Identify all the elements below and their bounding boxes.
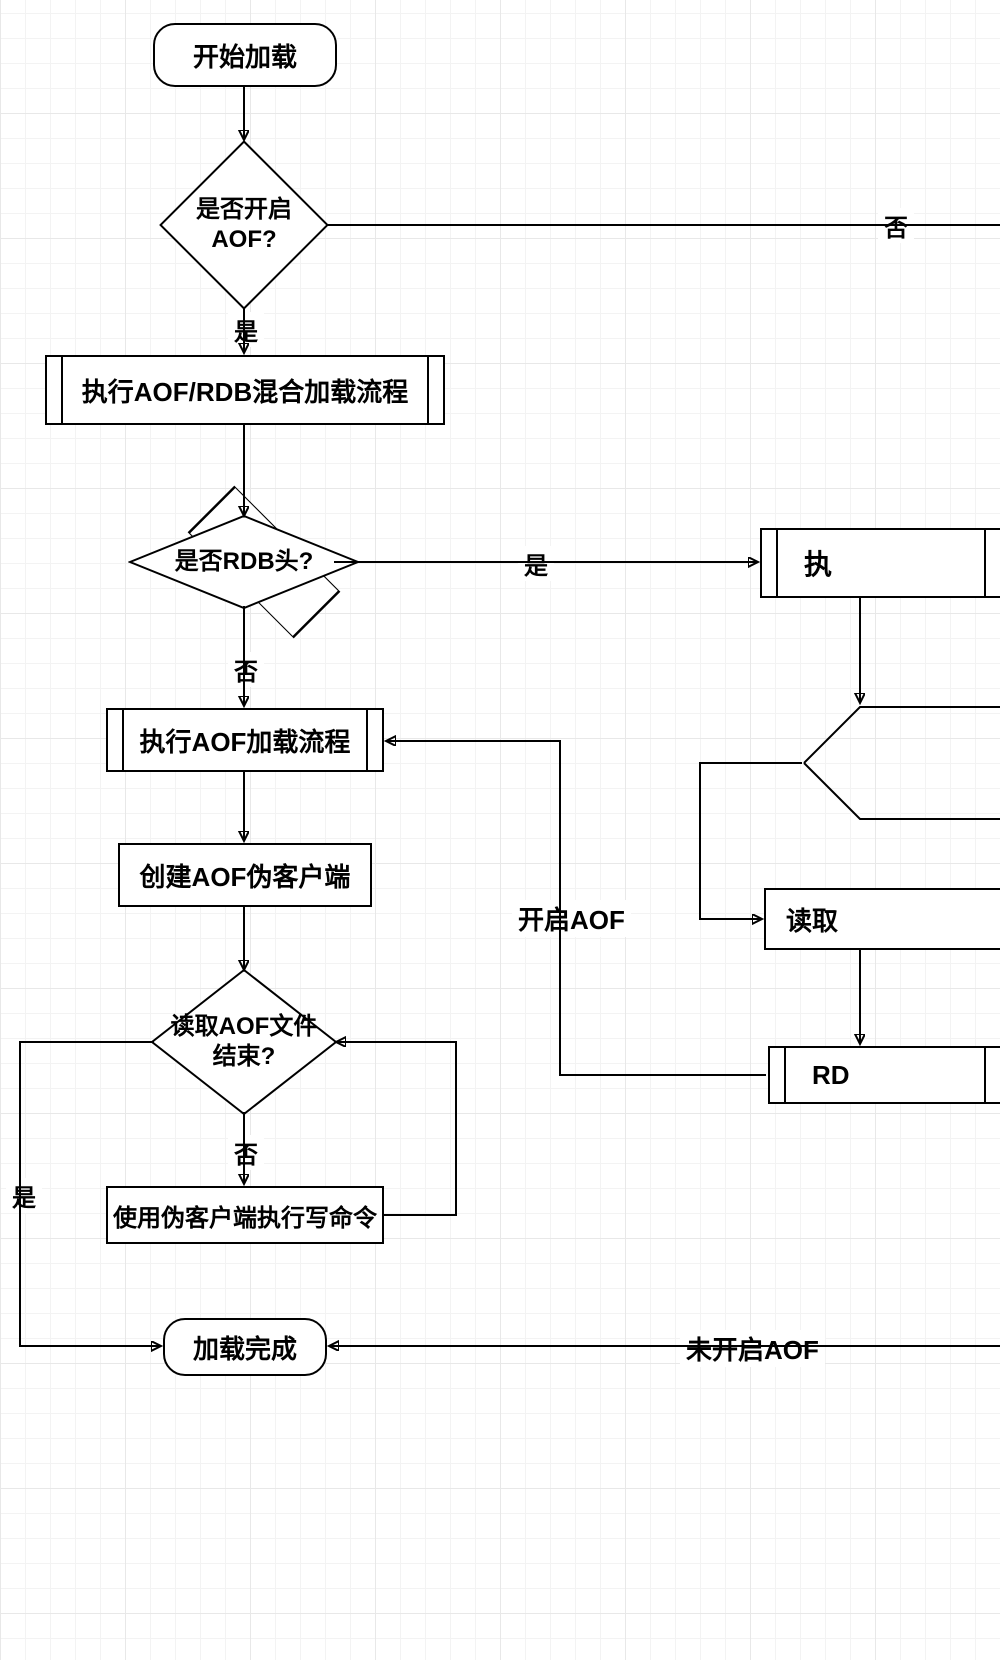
aof-enabled-decision: 是否开启 AOF?: [160, 141, 328, 309]
edges-svg: [0, 0, 1000, 1660]
aof-enabled-label: 是否开启 AOF?: [196, 195, 292, 255]
rdb-head-label: 是否RDB头?: [175, 547, 314, 577]
edge-eof-yes: [20, 1042, 161, 1346]
aof-eof-label: 读取AOF文件 结束?: [171, 1012, 318, 1072]
edge-write-back: [336, 1042, 456, 1215]
flowchart-canvas: 开始加载 是否开启 AOF? 执行AOF/RDB混合加载流程 是否RDB头? 执…: [0, 0, 1000, 1660]
edge-right-bracket: [700, 763, 802, 919]
aof-eof-decision: 读取AOF文件 结束?: [150, 968, 338, 1116]
rdb-head-decision: 是否RDB头?: [154, 516, 334, 608]
edge-open-aof: [386, 741, 766, 1075]
